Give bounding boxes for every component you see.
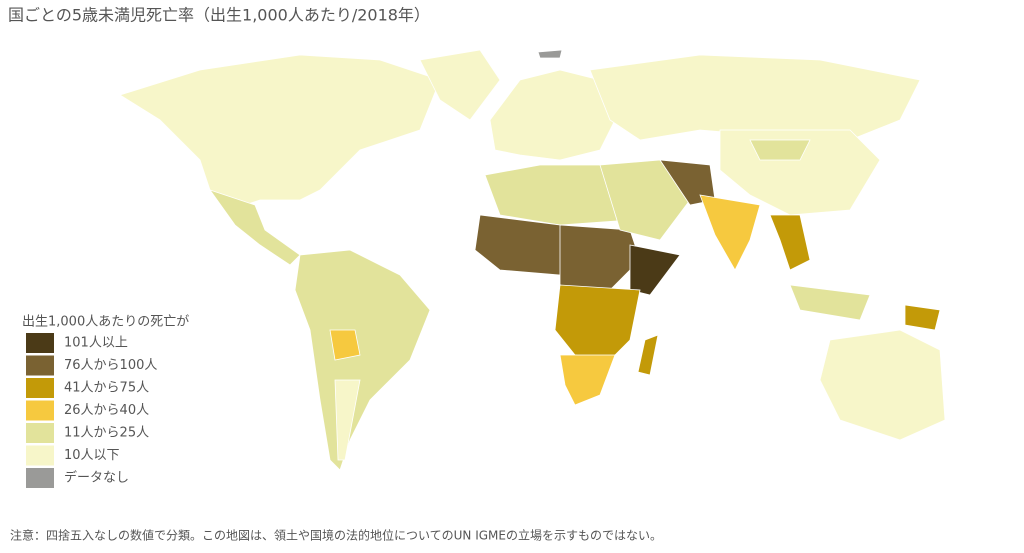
legend-label: 10人以下 — [64, 448, 120, 463]
central-africa — [559, 224, 641, 301]
southeast-asia — [769, 214, 811, 271]
indonesia — [789, 284, 871, 321]
legend-label: 76人から100人 — [64, 358, 157, 373]
legend: 101人以上 76人から100人 41人から75人 26人から40人 11人から25人 1… — [26, 333, 157, 488]
australia — [819, 329, 946, 441]
legend-title: 出生1,000人あたりの死亡が — [22, 315, 189, 330]
madagascar — [637, 334, 659, 376]
south-africa — [559, 354, 616, 406]
russia — [589, 54, 921, 141]
southern-cone — [334, 379, 361, 461]
legend-swatch — [26, 378, 54, 398]
title: 国ごとの5歳未満児死亡率（出生1,000人あたり/2018年） — [8, 6, 430, 25]
legend-label: 41人から75人 — [64, 381, 149, 396]
no-data-region — [537, 49, 563, 59]
legend-swatch — [26, 468, 54, 488]
central-america — [208, 189, 301, 266]
legend-label: 101人以上 — [64, 336, 128, 351]
india — [699, 194, 761, 271]
greenland — [419, 49, 501, 121]
north-america — [119, 54, 441, 211]
legend-swatch — [26, 333, 54, 353]
europe — [489, 69, 621, 161]
legend-label: 11人から25人 — [64, 426, 149, 441]
horn-of-africa — [629, 244, 681, 296]
east-africa — [554, 284, 641, 361]
world-map — [119, 49, 946, 471]
legend-swatch — [26, 400, 54, 421]
bolivia — [329, 329, 361, 361]
south-america — [294, 249, 431, 471]
legend-label: データなし — [64, 470, 129, 486]
papua-new-guinea — [904, 304, 941, 331]
note: 注意：四捨五入なしの数値で分類。この地図は、領土や国境の法的地位についてのUN … — [10, 528, 662, 543]
middle-east — [599, 159, 691, 241]
legend-label: 26人から40人 — [64, 403, 149, 418]
mongolia — [749, 139, 811, 161]
legend-swatch — [26, 445, 54, 466]
legend-swatch — [26, 355, 54, 376]
legend-swatch — [26, 423, 54, 443]
